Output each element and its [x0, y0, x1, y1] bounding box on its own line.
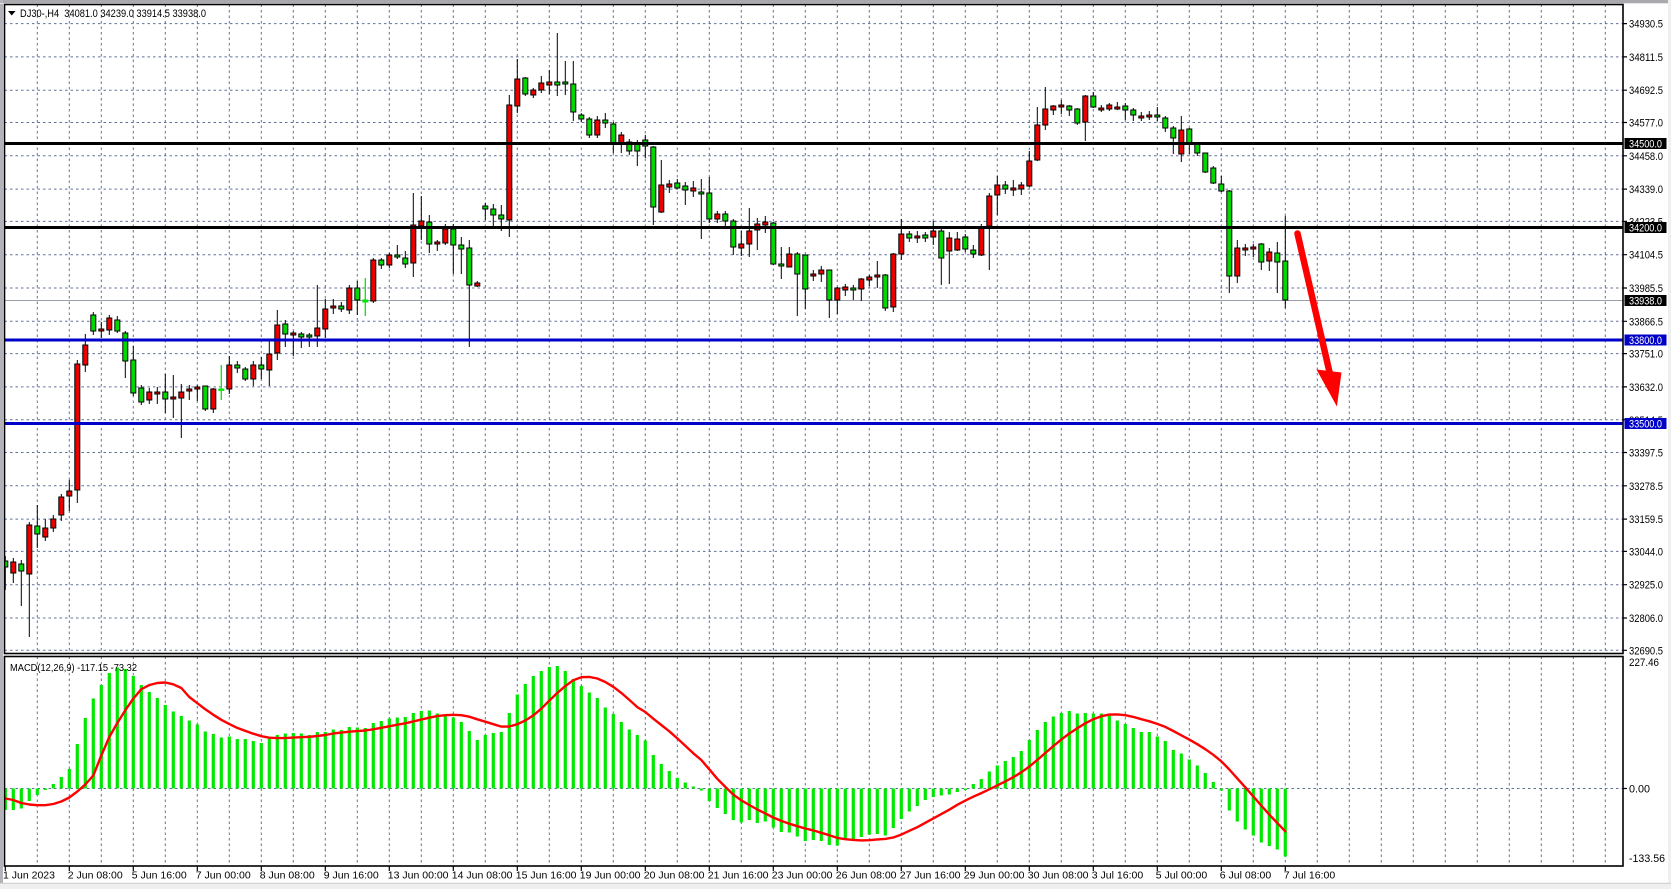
svg-text:33751.0: 33751.0	[1629, 349, 1663, 361]
svg-text:15 Jun 16:00: 15 Jun 16:00	[516, 870, 577, 882]
svg-text:30 Jun 08:00: 30 Jun 08:00	[1028, 870, 1089, 882]
svg-text:227.46: 227.46	[1629, 657, 1659, 669]
svg-text:33866.5: 33866.5	[1629, 316, 1663, 328]
svg-text:7 Jul 16:00: 7 Jul 16:00	[1284, 870, 1336, 882]
svg-text:34811.5: 34811.5	[1629, 52, 1663, 64]
svg-text:DJ30-,H4 34081.0 34239.0 3391: DJ30-,H4 34081.0 34239.0 33914.5 33938.0	[20, 8, 206, 20]
svg-text:6 Jul 08:00: 6 Jul 08:00	[1220, 870, 1272, 882]
svg-text:-133.56: -133.56	[1629, 853, 1665, 865]
svg-text:33985.5: 33985.5	[1629, 283, 1663, 295]
svg-text:33159.5: 33159.5	[1629, 514, 1663, 526]
svg-text:32806.0: 32806.0	[1629, 613, 1663, 625]
svg-text:2 Jun 08:00: 2 Jun 08:00	[68, 870, 123, 882]
svg-text:9 Jun 16:00: 9 Jun 16:00	[324, 870, 379, 882]
svg-text:32690.5: 32690.5	[1629, 645, 1663, 657]
svg-text:34200.0: 34200.0	[1629, 223, 1662, 235]
svg-text:32925.0: 32925.0	[1629, 580, 1663, 592]
svg-text:33044.0: 33044.0	[1629, 546, 1663, 558]
svg-text:7 Jun 00:00: 7 Jun 00:00	[196, 870, 251, 882]
svg-text:19 Jun 00:00: 19 Jun 00:00	[580, 870, 641, 882]
svg-text:33938.0: 33938.0	[1629, 296, 1662, 308]
svg-text:26 Jun 08:00: 26 Jun 08:00	[836, 870, 897, 882]
svg-text:13 Jun 00:00: 13 Jun 00:00	[388, 870, 449, 882]
svg-text:33500.0: 33500.0	[1629, 419, 1662, 431]
svg-text:5 Jul 00:00: 5 Jul 00:00	[1156, 870, 1208, 882]
svg-text:1 Jun 2023: 1 Jun 2023	[3, 870, 55, 882]
svg-text:34339.0: 34339.0	[1629, 184, 1663, 196]
svg-text:34104.5: 34104.5	[1629, 250, 1663, 262]
svg-text:34930.5: 34930.5	[1629, 19, 1663, 31]
svg-text:34500.0: 34500.0	[1629, 139, 1662, 151]
svg-text:MACD(12,26,9) -117.15 -73.32: MACD(12,26,9) -117.15 -73.32	[10, 662, 137, 674]
svg-text:21 Jun 16:00: 21 Jun 16:00	[708, 870, 769, 882]
svg-text:5 Jun 16:00: 5 Jun 16:00	[132, 870, 187, 882]
svg-text:33397.5: 33397.5	[1629, 448, 1663, 460]
svg-text:29 Jun 00:00: 29 Jun 00:00	[964, 870, 1025, 882]
svg-text:20 Jun 08:00: 20 Jun 08:00	[644, 870, 705, 882]
svg-text:27 Jun 16:00: 27 Jun 16:00	[900, 870, 961, 882]
svg-text:34458.0: 34458.0	[1629, 151, 1663, 163]
svg-text:8 Jun 08:00: 8 Jun 08:00	[260, 870, 315, 882]
svg-text:0.00: 0.00	[1629, 784, 1650, 796]
svg-text:34692.5: 34692.5	[1629, 85, 1663, 97]
svg-text:23 Jun 00:00: 23 Jun 00:00	[772, 870, 833, 882]
svg-text:33632.0: 33632.0	[1629, 382, 1663, 394]
svg-text:34577.0: 34577.0	[1629, 118, 1663, 130]
svg-text:33278.5: 33278.5	[1629, 481, 1663, 493]
svg-text:33800.0: 33800.0	[1629, 335, 1662, 347]
svg-text:3 Jul 16:00: 3 Jul 16:00	[1092, 870, 1144, 882]
svg-text:14 Jun 08:00: 14 Jun 08:00	[452, 870, 513, 882]
